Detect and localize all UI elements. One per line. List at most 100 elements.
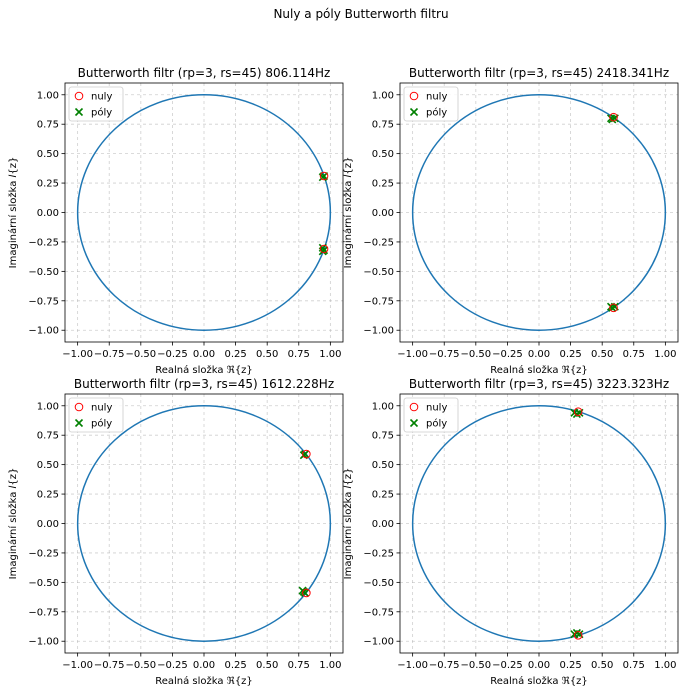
x-tick-label: 0.25 [224,660,246,671]
pole-marker [319,171,329,181]
y-tick-label: 0.75 [372,120,394,131]
y-tick-label: 0.00 [37,519,59,530]
x-tick-label: −0.25 [157,660,188,671]
y-tick-label: 0.75 [37,120,59,131]
zero-marker [319,244,329,254]
y-tick-label: 0.25 [37,179,59,190]
subplot-2: −1.00−1.00−0.75−0.75−0.50−0.50−0.25−0.25… [342,66,679,376]
x-tick-label: 1.00 [654,349,676,360]
legend-zero-marker [409,91,419,101]
y-tick-label: 0.00 [372,208,394,219]
legend-label-poles: póly [426,107,447,119]
unit-circle [411,94,667,331]
y-tick-label: −0.50 [28,578,59,589]
x-tick-label: −1.00 [397,660,428,671]
y-tick-label: 0.75 [37,431,59,442]
y-tick-label: 0.50 [372,149,394,160]
x-tick-label: 0.00 [528,660,550,671]
zero-marker [573,407,583,416]
y-tick-label: −1.00 [28,637,59,648]
y-tick-label: −0.25 [363,548,394,559]
subplot-4: −1.00−1.00−0.75−0.75−0.50−0.50−0.25−0.25… [342,377,679,687]
subplot-title: Butterworth filtr (rp=3, rs=45) 1612.228… [74,377,334,391]
figure-suptitle: Nuly a póly Butterworth filtru [273,7,448,21]
x-tick-label: 0.00 [193,660,215,671]
y-tick-label: −1.00 [363,326,394,337]
legend: nuly póly [68,397,124,433]
y-tick-label: 1.00 [372,401,394,412]
legend-zero-marker [409,402,419,412]
legend-label-zeros: nuly [91,403,112,414]
zero-marker [609,303,618,313]
y-tick-label: 0.25 [37,490,59,501]
x-tick-label: −0.25 [157,349,188,360]
y-tick-label: 1.00 [37,401,59,412]
x-axis-label: Realná složka ℜ{z} [155,364,253,376]
x-tick-label: −0.50 [125,660,156,671]
y-axis-label: Imaginární složka 𝐼{z} [7,157,19,269]
x-tick-label: 1.00 [654,660,676,671]
legend-zero-marker [74,91,84,101]
y-tick-label: −0.50 [28,267,59,278]
x-tick-label: 0.75 [288,349,310,360]
subplot-1: −1.00−1.00−0.75−0.75−0.50−0.50−0.25−0.25… [7,66,344,376]
y-axis-label: Imaginární složka 𝐼{z} [342,468,354,580]
x-tick-label: 0.50 [591,349,613,360]
y-tick-label: 0.50 [37,460,59,471]
x-tick-label: −0.75 [94,349,125,360]
y-tick-label: 0.50 [37,149,59,160]
subplot-title: Butterworth filtr (rp=3, rs=45) 3223.323… [409,377,669,391]
legend-label-zeros: nuly [91,92,112,103]
x-axis-label: Realná složka ℜ{z} [490,364,588,376]
y-tick-label: −0.50 [363,578,394,589]
legend-label-poles: póly [426,418,447,430]
x-tick-label: 0.00 [193,349,215,360]
y-tick-label: −0.75 [363,296,394,307]
subplots: −1.00−1.00−0.75−0.75−0.50−0.50−0.25−0.25… [7,66,679,687]
legend-label-zeros: nuly [426,403,447,414]
x-tick-label: −1.00 [62,660,93,671]
x-tick-label: −0.50 [460,660,491,671]
x-tick-label: −0.25 [492,349,523,360]
x-tick-label: −0.75 [429,349,460,360]
x-tick-label: 0.75 [623,660,645,671]
x-tick-label: 0.25 [559,349,581,360]
x-tick-label: −0.75 [94,660,125,671]
x-axis-label: Realná složka ℜ{z} [155,675,253,687]
x-tick-label: 0.25 [559,660,581,671]
x-axis-label: Realná složka ℜ{z} [490,675,588,687]
x-tick-label: −0.25 [492,660,523,671]
zero-marker [609,112,618,122]
x-tick-label: 0.50 [256,349,278,360]
y-tick-label: 0.25 [372,490,394,501]
y-tick-label: 1.00 [372,90,394,101]
axes-frame [399,393,679,654]
y-tick-label: 0.00 [372,519,394,530]
y-tick-label: 0.50 [372,460,394,471]
legend-pole-marker [409,418,419,428]
x-tick-label: −0.50 [460,349,491,360]
unit-circle [411,405,667,642]
legend: nuly póly [403,397,459,433]
x-tick-label: 0.75 [288,660,310,671]
y-tick-label: −0.25 [28,548,59,559]
y-tick-label: −0.75 [363,607,394,618]
x-tick-label: −0.50 [125,349,156,360]
y-tick-label: −1.00 [28,326,59,337]
legend-pole-marker [74,418,84,428]
y-tick-label: 1.00 [37,90,59,101]
x-tick-label: 0.00 [528,349,550,360]
legend-label-zeros: nuly [426,92,447,103]
y-tick-label: −0.25 [363,237,394,248]
x-tick-label: −1.00 [62,349,93,360]
y-tick-label: −1.00 [363,637,394,648]
x-tick-label: 0.75 [623,349,645,360]
x-tick-label: 0.50 [256,660,278,671]
y-tick-label: 0.25 [372,179,394,190]
legend-zero-marker [74,402,84,412]
y-tick-label: −0.75 [28,607,59,618]
subplot-title: Butterworth filtr (rp=3, rs=45) 2418.341… [409,66,669,80]
axes-frame [399,82,679,343]
legend: nuly póly [403,86,459,122]
